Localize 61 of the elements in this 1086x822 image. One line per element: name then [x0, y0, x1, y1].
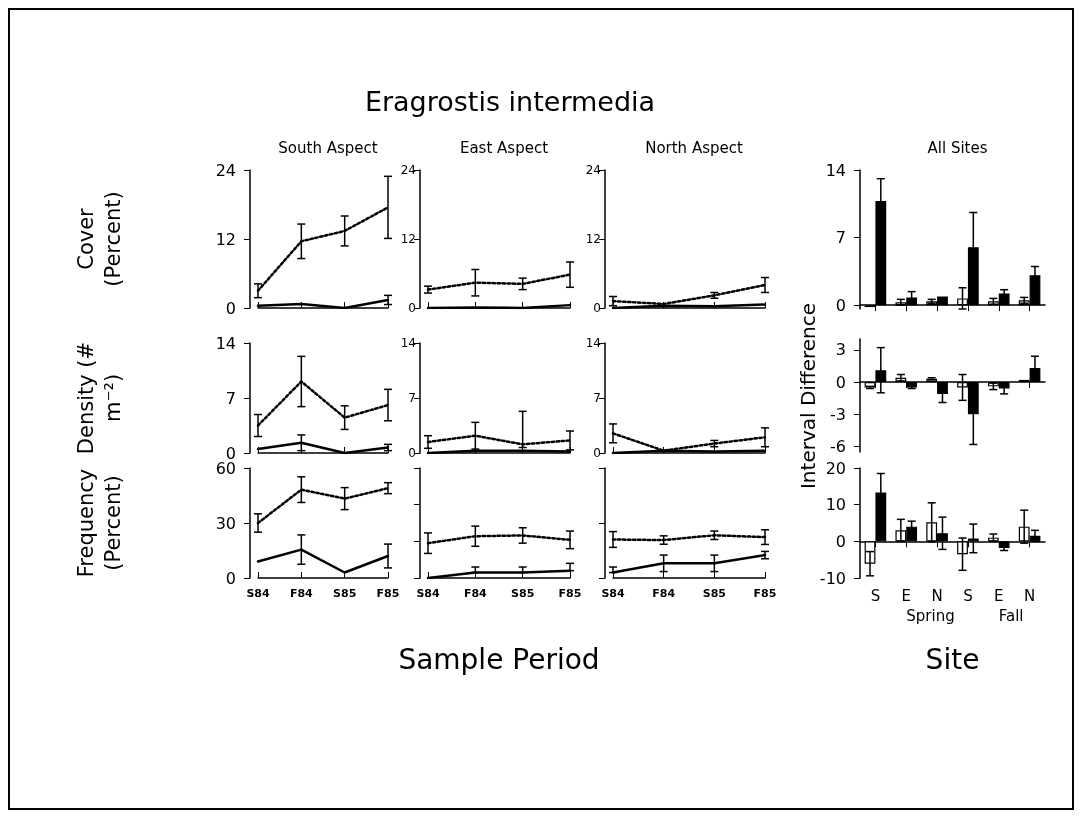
- x-tick-label: F84: [652, 587, 676, 600]
- x-tick-label: F85: [376, 587, 400, 600]
- y-axis-title: Cover (Percent): [73, 190, 126, 289]
- chart-title: Eragrostis intermedia: [363, 86, 657, 117]
- y-tick-label: 12: [215, 229, 236, 249]
- y-tick-label: -10: [819, 568, 846, 588]
- y-tick-label: 7: [225, 388, 236, 408]
- y-tick-label: 0: [225, 298, 236, 318]
- x-tick-label: N: [1023, 586, 1036, 605]
- y-tick-label: 24: [585, 163, 601, 177]
- y-tick-label: 0: [835, 295, 846, 315]
- x-tick-label: S85: [511, 587, 535, 600]
- y-tick-label: 20: [825, 458, 846, 478]
- y-tick-label: 7: [408, 391, 416, 405]
- y-tick-label: 3: [835, 340, 846, 360]
- y-tick-label: 12: [400, 232, 416, 246]
- y-tick-label: -3: [830, 404, 846, 424]
- y-tick-label: 14: [825, 160, 846, 180]
- y-tick-label: 10: [825, 495, 846, 515]
- x-axis-title: Sample Period: [397, 643, 601, 677]
- x-tick-label: F84: [463, 587, 488, 600]
- y-tick-label: 0: [593, 301, 601, 315]
- y-tick-label: 14: [585, 336, 601, 350]
- y-axis-title: Frequency (Percent): [73, 467, 126, 580]
- y-tick-label: 0: [408, 446, 416, 460]
- x-axis-title: Site: [924, 643, 981, 677]
- y-tick-label: 14: [400, 336, 416, 350]
- x-tick-label: S85: [333, 587, 357, 600]
- y-tick-label: 14: [215, 333, 236, 353]
- y-tick-label: -6: [830, 437, 846, 457]
- x-tick-label: F85: [753, 587, 777, 600]
- chart-subtitle: East Aspect: [459, 138, 549, 157]
- y-tick-label: 0: [593, 446, 601, 460]
- x-tick-label: E: [994, 586, 1004, 605]
- x-tick-label: S84: [246, 587, 270, 600]
- x-tick-label: E: [901, 586, 911, 605]
- y-tick-label: 7: [835, 228, 846, 248]
- text: Spring: [906, 606, 955, 625]
- y-axis-title: Density (# m⁻²): [73, 340, 126, 457]
- y-axis-title: Interval Difference: [795, 301, 821, 491]
- x-tick-label: S84: [601, 587, 625, 600]
- y-tick-label: 24: [400, 163, 416, 177]
- x-tick-label: S: [870, 586, 881, 605]
- y-tick-label: 0: [225, 568, 236, 588]
- y-tick-label: 7: [593, 391, 601, 405]
- y-tick-label: 0: [408, 301, 416, 315]
- y-tick-label: 0: [835, 531, 846, 551]
- y-tick-label: 24: [215, 160, 236, 180]
- chart-title: North Aspect: [645, 138, 743, 157]
- y-tick-label: 30: [215, 513, 236, 533]
- x-tick-label: N: [931, 586, 943, 605]
- x-tick-label: S: [963, 586, 973, 605]
- x-tick-label: S85: [702, 587, 726, 600]
- x-tick-label: F84: [289, 587, 314, 600]
- text: Fall: [998, 606, 1024, 625]
- x-tick-label: S84: [416, 587, 440, 600]
- x-tick-label: F85: [558, 587, 582, 600]
- y-tick-label: 0: [835, 372, 846, 392]
- chart-title: All Sites: [927, 138, 988, 157]
- chart-title: South Aspect: [278, 138, 378, 157]
- y-tick-label: 12: [585, 232, 601, 246]
